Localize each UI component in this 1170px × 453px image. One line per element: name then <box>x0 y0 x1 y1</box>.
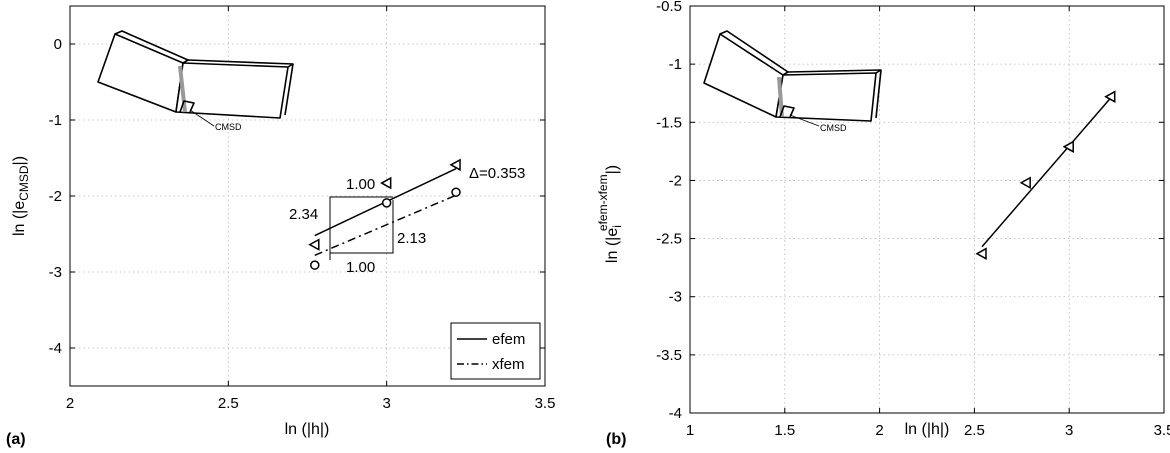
data-point-xfem <box>310 260 320 270</box>
data-point-xfem <box>381 198 392 208</box>
beam-end-face <box>284 63 294 116</box>
y-tick-label: -3 <box>669 289 682 306</box>
data-point-efem <box>449 158 461 172</box>
beam-right-top <box>182 59 294 68</box>
legend-box <box>450 322 541 380</box>
cmsd-label: CMSD <box>215 122 242 132</box>
beam-end-face <box>875 69 882 119</box>
beam-left-segment <box>97 33 184 113</box>
data-point-xfem <box>451 187 461 197</box>
beam-right-segment <box>175 62 289 119</box>
chart-panel-a: 2 2.5 3 3.5 0 -1 -2 -3 -4 CMSD 1.00 2.34 1.00 2.… <box>6 5 556 448</box>
x-tick-label: 1.5 <box>774 422 795 439</box>
slope-triangle-efem-legs <box>329 196 393 260</box>
beam-sketch-inset: CMSD <box>703 30 882 133</box>
beam-sketch-inset: CMSD <box>97 30 294 132</box>
slope-rise-label-efem: 2.34 <box>289 206 318 223</box>
slope-triangle-xfem: 1.00 2.13 <box>330 200 426 276</box>
data-markers <box>308 158 461 270</box>
plot-area-frame <box>689 5 1165 414</box>
x-tick-label: 2 <box>875 422 883 439</box>
x-tick-label: 3.5 <box>1154 422 1170 439</box>
y-tick-label: -4 <box>669 405 682 422</box>
legend-label-xfem: xfem <box>492 356 525 373</box>
y-tick-label: -1.5 <box>656 114 682 131</box>
slope-triangle-xfem-legs <box>330 200 394 254</box>
cmsd-leader-line <box>789 114 820 127</box>
data-point <box>1019 176 1031 190</box>
slope-run-label-efem: 1.00 <box>346 176 375 193</box>
x-tick-label: 2.5 <box>964 422 985 439</box>
x-tick-label: 3.5 <box>535 395 556 412</box>
beam-left-segment <box>703 33 784 118</box>
slope-run-label-xfem: 1.00 <box>346 259 375 276</box>
y-axis-label: ln (|eiefem-xfem|) <box>596 165 624 263</box>
data-point-efem <box>308 238 320 251</box>
x-tick-label: 1 <box>686 422 694 439</box>
legend-label-efem: efem <box>492 331 525 348</box>
crack-mark <box>178 65 187 113</box>
data-point-efem <box>380 176 392 190</box>
x-tick-label: 3 <box>1065 422 1073 439</box>
y-tick-label: -0.5 <box>656 0 682 15</box>
data-point <box>1062 140 1074 153</box>
x-tick-label: 2 <box>66 395 74 412</box>
slope-triangle-efem: 1.00 2.34 <box>289 176 393 260</box>
fit-line <box>981 97 1112 248</box>
y-tick-label: -2 <box>49 188 62 205</box>
panel-label-b: (b) <box>606 431 626 448</box>
cmsd-leader-line <box>189 109 215 127</box>
x-tick-label: 2.5 <box>218 395 239 412</box>
notch-mark <box>179 100 195 113</box>
data-markers <box>975 90 1116 260</box>
data-point <box>1104 90 1116 103</box>
cmsd-label: CMSD <box>820 123 847 133</box>
y-tick-label: -1 <box>669 56 682 73</box>
data-point <box>975 247 987 260</box>
y-tick-label: -4 <box>49 340 62 357</box>
chart-panel-b: 1 1.5 2 2.5 3 3.5 -0.5 -1 -1.5 -2 -2.5 -3 -3.5 -4 CMS… <box>596 0 1170 448</box>
legend: efem xfem <box>450 322 541 380</box>
y-tick-label: -3.5 <box>656 347 682 364</box>
slope-rise-label-xfem: 2.13 <box>397 230 426 247</box>
delta-annotation: Δ=0.353 <box>469 165 525 182</box>
axis-ticks: 1 1.5 2 2.5 3 3.5 -0.5 -1 -1.5 -2 -2.5 -3 -3.5 -4 <box>656 0 1170 439</box>
fit-lines <box>981 97 1112 248</box>
x-axis-label: ln (|h|) <box>285 421 330 438</box>
plot-area-frame <box>69 5 546 387</box>
y-tick-label: -1 <box>49 112 62 129</box>
y-tick-label: -2.5 <box>656 231 682 248</box>
notch-mark <box>779 105 795 118</box>
axis-ticks: 2 2.5 3 3.5 0 -1 -2 -3 -4 <box>49 6 556 412</box>
y-tick-label: -2 <box>669 172 682 189</box>
y-tick-label: -3 <box>49 264 62 281</box>
panel-label-a: (a) <box>6 431 26 448</box>
y-axis-label: ln (|eCMSD|) <box>11 156 31 236</box>
y-tick-label: 0 <box>54 36 62 53</box>
fit-line-xfem <box>314 194 457 256</box>
x-tick-label: 3 <box>382 395 390 412</box>
beam-right-top <box>782 69 882 76</box>
x-axis-label: ln (|h|) <box>905 421 950 438</box>
crack-mark <box>777 76 784 118</box>
